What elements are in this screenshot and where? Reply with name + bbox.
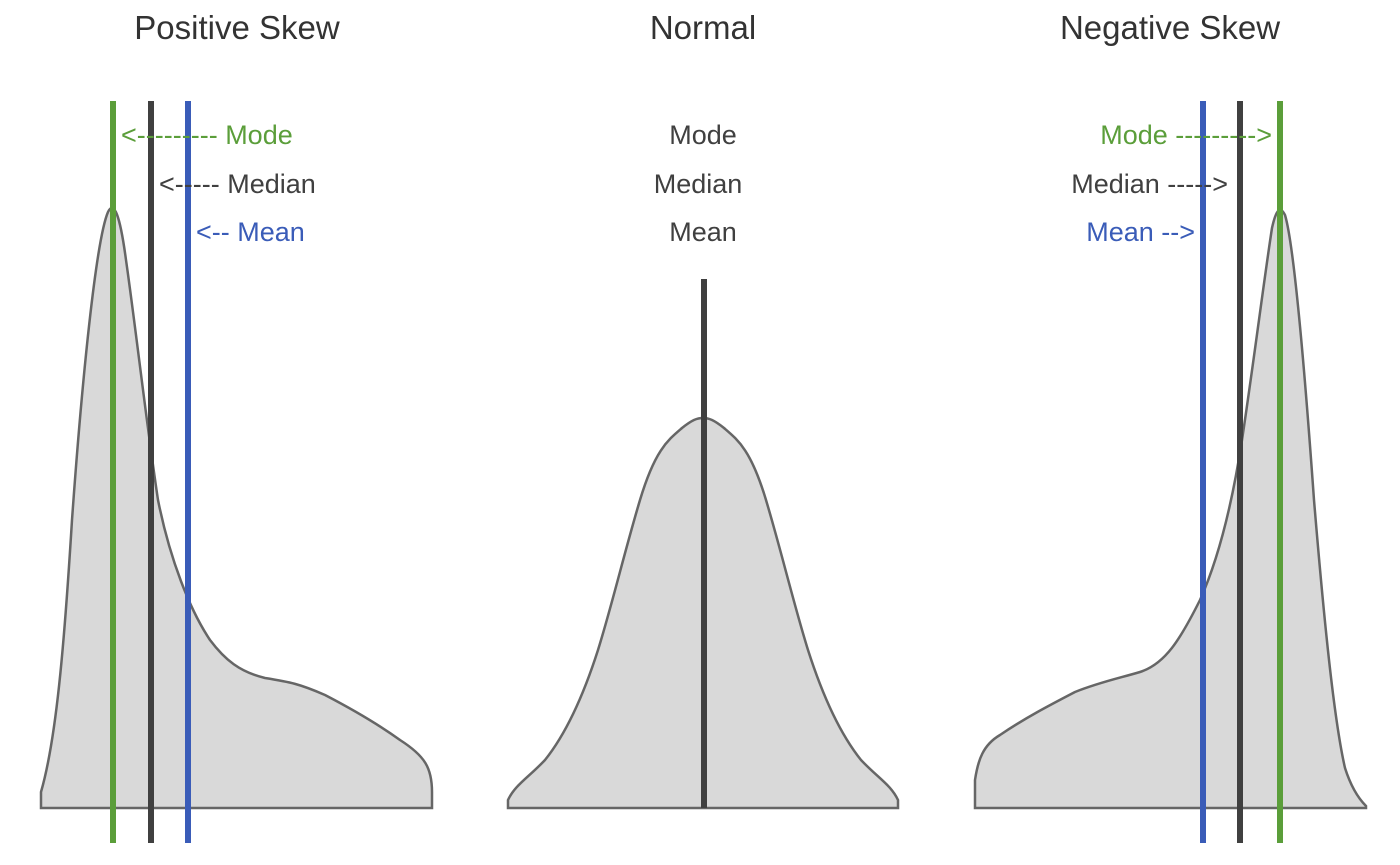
panel-title: Normal — [650, 9, 756, 46]
median-label: Median — [654, 169, 743, 199]
panel-title: Positive Skew — [134, 9, 340, 46]
mean-label: Mean — [669, 217, 737, 247]
mode-label: Mode ---------> — [1100, 120, 1272, 150]
median-label: <----- Median — [159, 169, 316, 199]
mean-label: Mean --> — [1086, 217, 1195, 247]
mean-label: <-- Mean — [196, 217, 305, 247]
median-label: Median -----> — [1071, 169, 1228, 199]
mode-label: Mode — [669, 120, 737, 150]
panel-negative-skew: Negative Skew Mode ---------> Median ---… — [973, 9, 1368, 843]
density-curve — [973, 208, 1368, 810]
mode-label: <--------- Mode — [121, 120, 293, 150]
panel-positive-skew: Positive Skew <--------- Mode <----- Med… — [39, 9, 434, 843]
density-curve — [39, 206, 434, 810]
panel-normal: Normal Mode Median Mean — [506, 9, 900, 810]
panel-title: Negative Skew — [1060, 9, 1280, 46]
